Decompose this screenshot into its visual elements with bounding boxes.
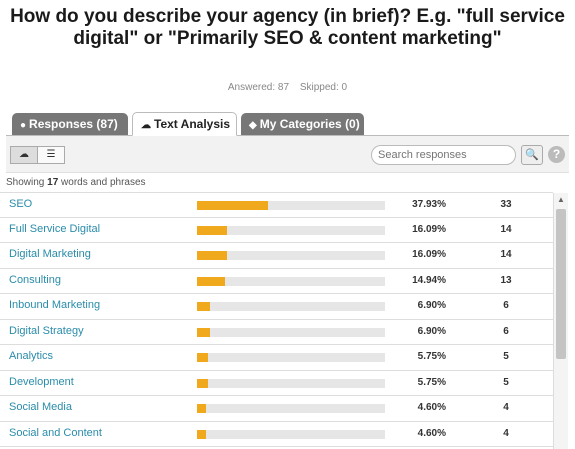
response-stats: Answered: 87 Skipped: 0	[0, 82, 575, 93]
percentage-value: 4.60%	[417, 402, 446, 413]
frequency-bar-fill	[197, 327, 210, 337]
phrase-link[interactable]: Inbound Marketing	[9, 299, 101, 311]
table-row[interactable]: Digital Marketing 16.09% 14	[0, 243, 553, 269]
percentage-value: 4.60%	[417, 427, 446, 439]
summary-count: 17	[47, 177, 59, 188]
phrase-link[interactable]: Development	[9, 375, 74, 388]
frequency-bar	[197, 429, 385, 439]
frequency-bar	[197, 353, 385, 362]
phrase-table: SEO 37.93% 33 Full Service Digital 16.09% 14 D…	[0, 192, 553, 447]
phrase-link[interactable]: Social and Content	[9, 426, 102, 439]
results-summary: Showing 17 words and phrases	[6, 177, 146, 188]
count-value: 14	[500, 223, 512, 235]
count-value: 4	[503, 427, 509, 439]
scroll-up-icon[interactable]: ▲	[557, 195, 565, 204]
tab-text-analysis[interactable]: ☁ Text Analysis	[132, 112, 237, 136]
percentage-value: 5.75%	[417, 351, 446, 362]
phrase-link[interactable]: Social Media	[9, 401, 72, 413]
search-input[interactable]	[371, 145, 516, 165]
phrase-link[interactable]: Digital Marketing	[9, 248, 91, 260]
phrase-link[interactable]: Digital Strategy	[9, 324, 84, 337]
cloud-icon: ☁	[141, 120, 151, 131]
frequency-bar	[197, 251, 385, 260]
frequency-bar-fill	[197, 251, 228, 260]
frequency-bar-fill	[197, 302, 210, 311]
frequency-bar	[197, 302, 385, 311]
percentage-value: 16.09%	[412, 223, 446, 235]
analysis-toolbar: ☁ ☰ 🔍 ?	[6, 136, 569, 173]
skipped-count: Skipped: 0	[299, 82, 348, 93]
count-value: 6	[503, 300, 509, 311]
speech-bubble-icon: ●	[20, 120, 27, 131]
scrollbar-thumb[interactable]	[556, 209, 566, 359]
tab-text-analysis-label: Text Analysis	[154, 117, 231, 131]
tag-icon: ◆	[249, 120, 257, 131]
count-value: 14	[500, 249, 512, 260]
cloud-view-button[interactable]: ☁	[10, 146, 38, 164]
table-row[interactable]: Full Service Digital 16.09% 14	[0, 218, 553, 243]
phrase-link[interactable]: SEO	[9, 198, 33, 210]
frequency-bar	[197, 276, 385, 286]
frequency-bar-fill	[197, 404, 206, 413]
table-row[interactable]: Digital Strategy 6.90% 6	[0, 320, 553, 345]
table-row[interactable]: Social Media 4.60% 4	[0, 396, 553, 422]
help-icon[interactable]: ?	[548, 146, 565, 163]
phrase-link[interactable]: Analytics	[9, 350, 54, 362]
count-value: 5	[503, 376, 509, 388]
frequency-bar	[197, 327, 385, 337]
cloud-icon: ☁	[19, 149, 29, 160]
table-row[interactable]: Development 5.75% 5	[0, 371, 553, 396]
count-value: 5	[503, 351, 509, 362]
tab-divider	[6, 135, 569, 136]
summary-suffix: words and phrases	[58, 177, 146, 188]
frequency-bar-fill	[197, 353, 208, 362]
answered-count: Answered: 87	[227, 82, 290, 93]
frequency-bar-fill	[197, 225, 228, 235]
table-row[interactable]: Analytics 5.75% 5	[0, 345, 553, 371]
frequency-bar	[197, 378, 385, 388]
question-title: How do you describe your agency (in brie…	[10, 6, 565, 49]
tab-responses[interactable]: ● Responses (87)	[12, 113, 128, 135]
frequency-bar-fill	[197, 378, 208, 388]
percentage-value: 6.90%	[417, 325, 446, 337]
percentage-value: 6.90%	[417, 300, 446, 311]
search-button[interactable]: 🔍	[521, 145, 543, 165]
scrollbar[interactable]: ▲	[553, 193, 568, 449]
tab-my-categories[interactable]: ◆ My Categories (0)	[241, 113, 364, 135]
list-icon: ☰	[46, 149, 56, 160]
phrase-link[interactable]: Full Service Digital	[9, 222, 101, 235]
frequency-bar-fill	[197, 201, 269, 210]
count-value: 13	[500, 274, 512, 286]
tab-responses-label: Responses (87)	[29, 117, 118, 131]
summary-prefix: Showing	[6, 177, 48, 188]
table-row[interactable]: Consulting 14.94% 13	[0, 269, 553, 294]
table-row[interactable]: Inbound Marketing 6.90% 6	[0, 294, 553, 320]
percentage-value: 16.09%	[412, 249, 446, 260]
frequency-bar	[197, 404, 385, 413]
frequency-bar-fill	[197, 276, 226, 286]
count-value: 33	[500, 199, 512, 210]
frequency-bar	[197, 225, 385, 235]
table-row[interactable]: Social and Content 4.60% 4	[0, 422, 553, 447]
frequency-bar-fill	[197, 429, 206, 439]
percentage-value: 14.94%	[412, 274, 446, 286]
phrase-link[interactable]: Consulting	[9, 273, 61, 286]
tab-my-categories-label: My Categories (0)	[259, 117, 360, 131]
count-value: 6	[503, 325, 509, 337]
frequency-bar	[197, 201, 385, 210]
count-value: 4	[503, 402, 509, 413]
list-view-button[interactable]: ☰	[37, 146, 65, 164]
percentage-value: 5.75%	[417, 376, 446, 388]
percentage-value: 37.93%	[412, 199, 446, 210]
search-icon: 🔍	[525, 149, 539, 161]
table-row[interactable]: SEO 37.93% 33	[0, 192, 553, 218]
